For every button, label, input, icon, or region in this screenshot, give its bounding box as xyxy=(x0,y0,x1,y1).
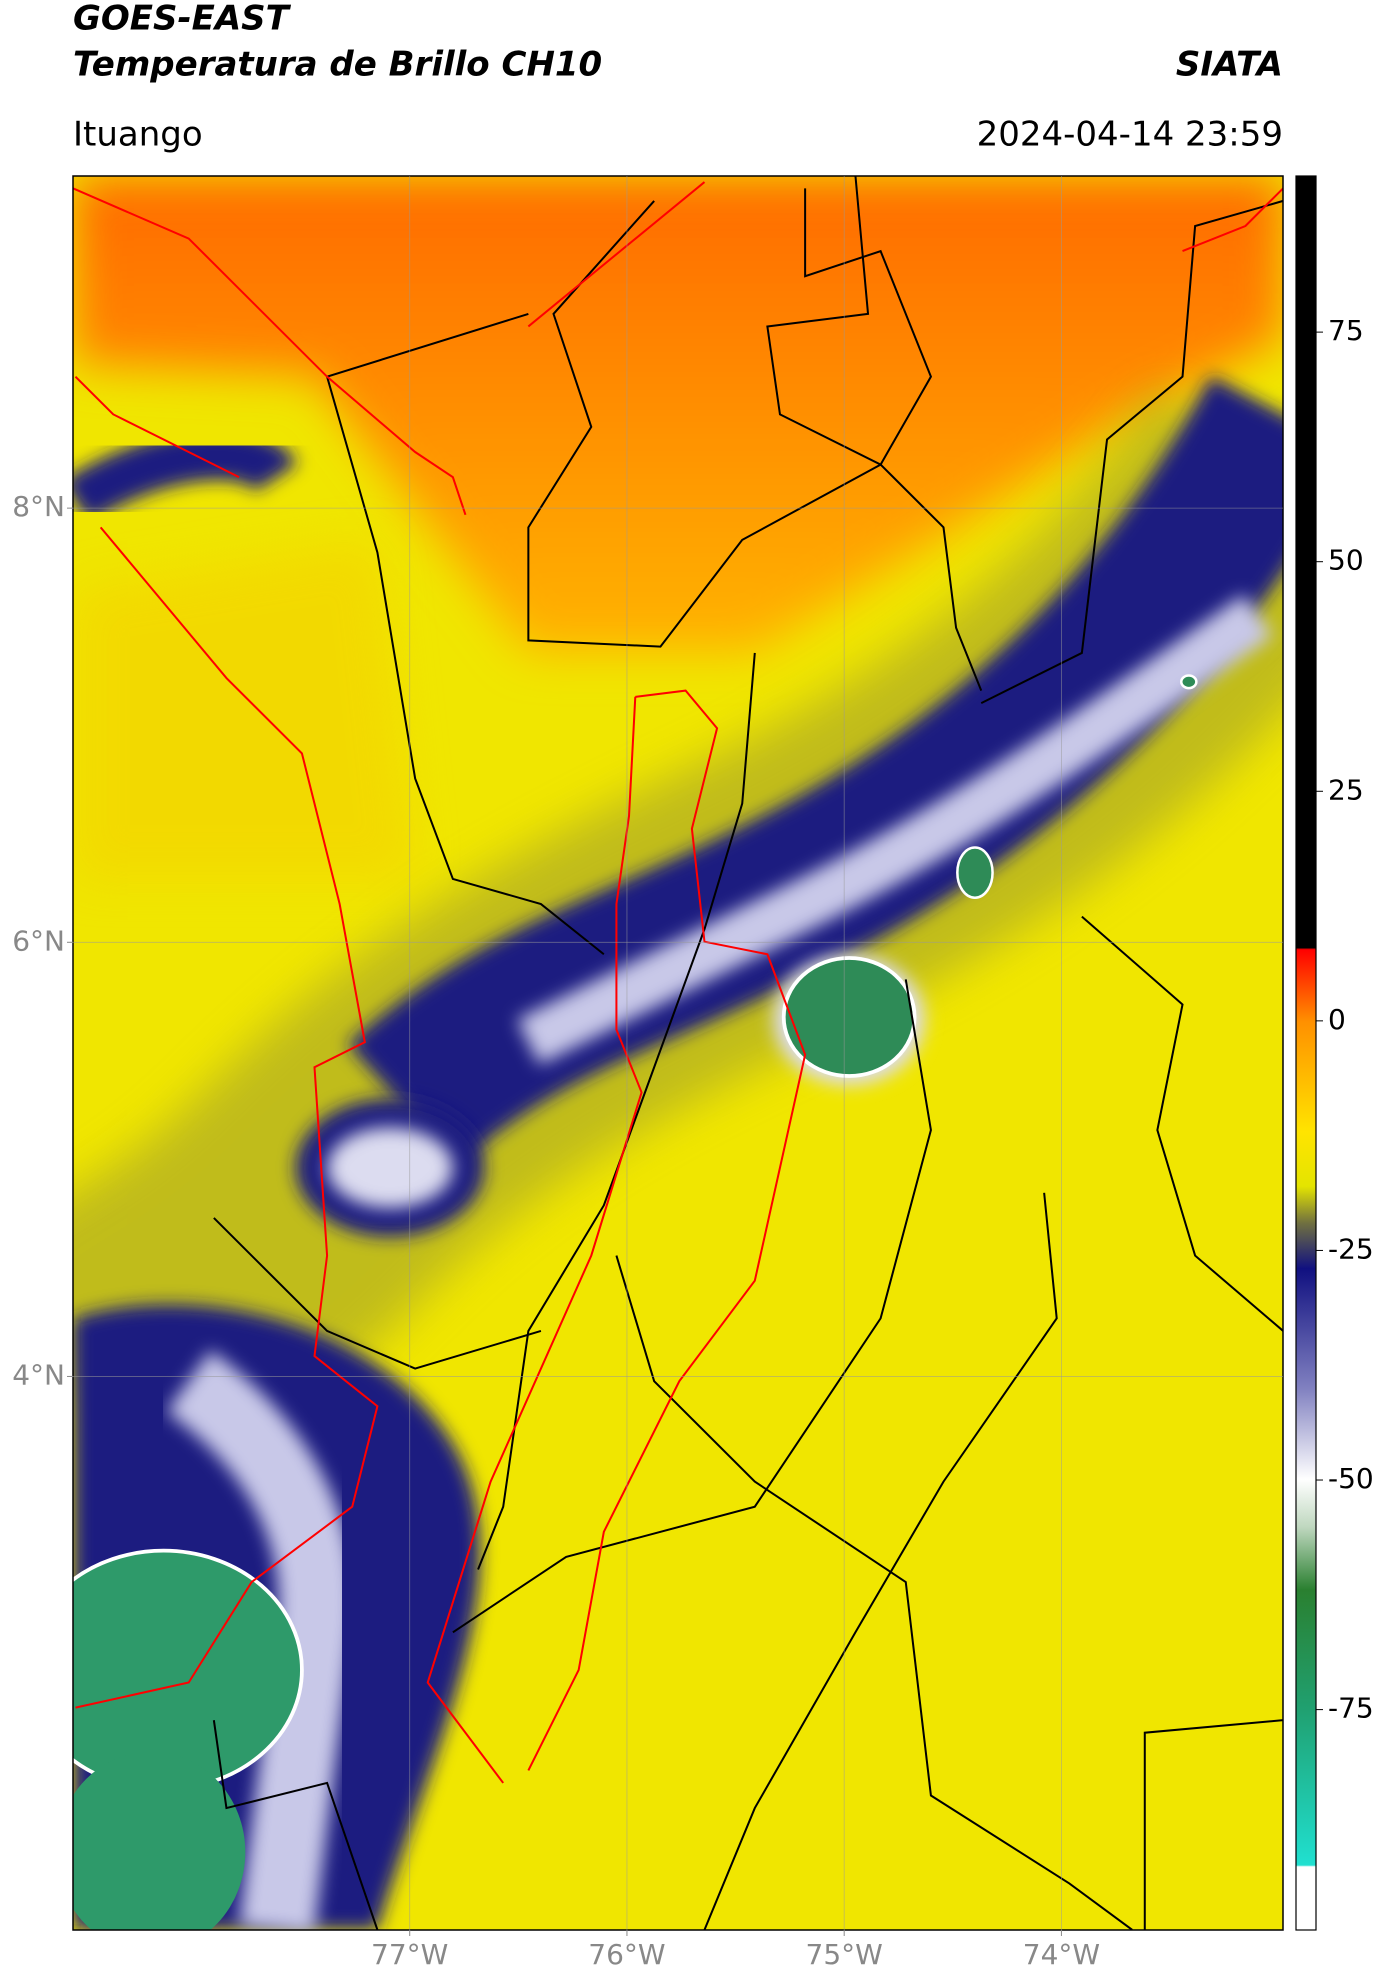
colorbar-tick-label: -75 xyxy=(1328,1692,1374,1725)
location-label: Ituango xyxy=(73,115,203,155)
plot-frame xyxy=(72,175,1284,1931)
colorbar-tick-label: -25 xyxy=(1328,1232,1374,1265)
y-tick-label: 6°N xyxy=(12,924,65,957)
source-label: SIATA xyxy=(1176,45,1283,85)
colorbar-tick-label: 0 xyxy=(1328,1003,1346,1036)
colorbar-tick-label: 50 xyxy=(1328,544,1364,577)
x-tick-label: 77°W xyxy=(371,1938,448,1971)
map-image xyxy=(72,175,1284,1930)
x-tick-label: 75°W xyxy=(806,1938,883,1971)
colorbar-tick-label: 75 xyxy=(1328,314,1364,347)
satellite-title: GOES-EAST xyxy=(73,0,292,39)
colorbar xyxy=(1295,175,1317,1931)
x-tick-label: 74°W xyxy=(1023,1938,1100,1971)
y-tick-label: 8°N xyxy=(12,490,65,523)
colorbar-tick-label: 25 xyxy=(1328,773,1364,806)
product-title: Temperatura de Brillo CH10 xyxy=(73,45,602,85)
datetime-label: 2024-04-14 23:59 xyxy=(977,115,1283,155)
colorbar-tick-label: -50 xyxy=(1328,1462,1374,1495)
y-tick-label: 4°N xyxy=(12,1358,65,1391)
x-tick-label: 76°W xyxy=(588,1938,665,1971)
